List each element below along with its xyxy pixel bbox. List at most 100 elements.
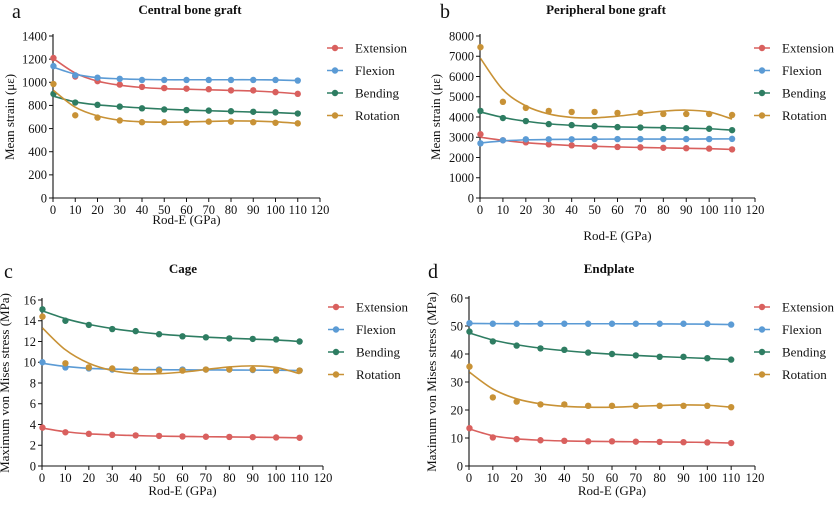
y-tick-label: 40 bbox=[451, 347, 464, 361]
data-point bbox=[226, 366, 233, 373]
data-point bbox=[660, 110, 667, 118]
data-point bbox=[250, 119, 257, 126]
y-tick-label: 8000 bbox=[449, 29, 474, 43]
legend-item-extension: Extension bbox=[328, 300, 408, 315]
data-point bbox=[683, 124, 690, 132]
panel-d-endplate: d Endplate 0 10 20 30 40 50 60 70 80 90 100 110 120 0 10… bbox=[424, 261, 834, 498]
data-point bbox=[632, 352, 640, 359]
data-point bbox=[138, 105, 146, 112]
x-tick-label: 40 bbox=[565, 203, 578, 217]
data-point bbox=[591, 108, 598, 116]
legend-item-flexion: Flexion bbox=[754, 322, 822, 337]
data-point bbox=[179, 433, 186, 440]
data-point bbox=[584, 402, 592, 409]
x-tick-label: 90 bbox=[247, 471, 260, 485]
legend-item-flexion: Flexion bbox=[328, 322, 396, 337]
x-tick-label: 30 bbox=[106, 471, 119, 485]
series-extension bbox=[477, 131, 736, 153]
y-tick-label: 30 bbox=[451, 375, 464, 389]
data-point bbox=[608, 350, 616, 358]
y-tick-label: 8 bbox=[30, 376, 36, 390]
y-tick-label: 5000 bbox=[449, 90, 474, 104]
legend-label: Extension bbox=[782, 300, 834, 315]
fit-curve-extension bbox=[42, 427, 300, 439]
data-point bbox=[466, 363, 473, 370]
legend-label: Bending bbox=[355, 86, 400, 101]
data-point bbox=[155, 331, 163, 338]
panel-letter: b bbox=[440, 1, 450, 23]
legend-label: Bending bbox=[782, 345, 827, 360]
data-point bbox=[85, 430, 93, 438]
data-point bbox=[477, 140, 484, 147]
data-point bbox=[637, 109, 644, 117]
data-point bbox=[537, 345, 544, 352]
legend-marker bbox=[332, 371, 340, 378]
y-axis-label: Mean strain (με) bbox=[2, 74, 17, 160]
panel-letter: d bbox=[428, 261, 438, 283]
data-point bbox=[727, 356, 735, 363]
legend-label: Flexion bbox=[782, 322, 822, 337]
x-tick-label: 20 bbox=[91, 203, 104, 217]
data-point bbox=[584, 349, 592, 356]
data-point bbox=[132, 327, 139, 335]
data-point bbox=[568, 121, 575, 129]
y-tick-label: 3000 bbox=[449, 131, 474, 145]
y-axis-label: Maximum von Mises stress (MPa) bbox=[424, 292, 439, 472]
data-point bbox=[656, 353, 663, 360]
data-point bbox=[614, 109, 621, 117]
legend-item-bending: Bending bbox=[327, 86, 400, 101]
data-point bbox=[728, 111, 736, 119]
fit-curve-extension bbox=[469, 428, 732, 444]
data-point bbox=[704, 439, 711, 446]
legend-label: Bending bbox=[782, 86, 827, 101]
data-point bbox=[568, 136, 575, 143]
data-point bbox=[155, 367, 163, 374]
data-point bbox=[656, 438, 663, 446]
data-point bbox=[660, 135, 667, 143]
x-tick-label: 70 bbox=[203, 203, 216, 217]
data-point bbox=[727, 404, 735, 411]
fit-curve-flexion bbox=[469, 322, 732, 326]
data-point bbox=[499, 114, 507, 122]
data-point bbox=[477, 43, 484, 51]
y-tick-label: 1000 bbox=[449, 171, 474, 185]
data-point bbox=[608, 438, 616, 445]
data-point bbox=[205, 76, 212, 84]
legend-item-flexion: Flexion bbox=[754, 63, 822, 78]
y-tick-label: 4 bbox=[30, 418, 37, 432]
panel-b-peripheral-bone-graft: b Peripheral bone graft 0 10 20 30 40 50 60 70 80 9… bbox=[428, 1, 834, 243]
data-point bbox=[704, 355, 711, 362]
data-point bbox=[39, 306, 46, 313]
data-point bbox=[294, 110, 301, 117]
series-rotation bbox=[466, 363, 735, 411]
x-tick-label: 0 bbox=[39, 471, 45, 485]
data-point bbox=[614, 143, 621, 151]
data-point bbox=[680, 402, 687, 409]
legend-item-flexion: Flexion bbox=[327, 63, 395, 78]
data-point bbox=[226, 335, 233, 342]
legend-label: Extension bbox=[782, 41, 834, 56]
y-tick-label: 0 bbox=[41, 191, 47, 205]
data-point bbox=[637, 135, 644, 143]
legend-marker bbox=[332, 326, 340, 333]
y-tick-label: 800 bbox=[28, 99, 47, 113]
x-tick-label: 80 bbox=[653, 471, 666, 485]
data-point bbox=[568, 142, 575, 149]
y-tick-label: 1200 bbox=[22, 52, 47, 66]
data-point bbox=[728, 146, 736, 153]
x-tick-label: 0 bbox=[50, 203, 56, 217]
x-tick-label: 120 bbox=[746, 471, 765, 485]
series-bending bbox=[477, 107, 736, 134]
data-point bbox=[727, 321, 735, 328]
x-tick-label: 120 bbox=[311, 203, 330, 217]
data-point bbox=[683, 135, 690, 143]
data-point bbox=[728, 126, 736, 134]
x-tick-label: 30 bbox=[534, 471, 547, 485]
x-tick-label: 60 bbox=[176, 471, 189, 485]
data-point bbox=[50, 54, 57, 62]
y-tick-label: 0 bbox=[30, 459, 36, 473]
data-point bbox=[227, 76, 235, 84]
data-point bbox=[591, 122, 598, 130]
data-point bbox=[161, 76, 168, 84]
